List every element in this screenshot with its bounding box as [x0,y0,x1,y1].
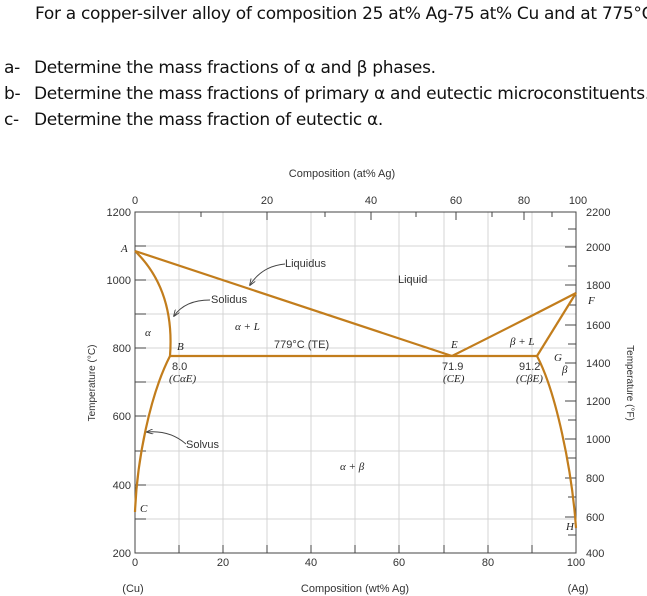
beta-eutectic-composition-value: 91.2 [519,361,540,373]
beta-eutectic-composition-label: (CβE) [516,373,543,385]
part-text: Determine the mass fraction of eutectic … [34,110,384,130]
part-label: b- [4,84,21,104]
tick-label: 400 [113,480,131,492]
tick-label: 1000 [586,434,610,446]
beta-l-region-label: β + L [509,336,535,348]
solidus-label: Solidus [211,294,248,306]
phase-curves [133,249,578,529]
tick-label: 800 [113,343,131,355]
tick-label: 1000 [107,275,131,287]
solidus-right-curve [536,292,577,357]
point-h-label: H [565,521,575,533]
tick-label: 2200 [586,207,610,219]
question-part-c: c- Determine the mass fraction of eutecti… [4,110,383,130]
eutectic-composition-value: 71.9 [442,361,463,373]
point-b-label: B [177,341,184,353]
part-label: a- [4,58,20,78]
alpha-eutectic-composition-label: (CαE) [169,373,196,385]
grid [135,212,576,553]
point-a-label: A [120,243,128,255]
part-text: Determine the mass fractions of primary … [34,84,647,104]
right-axis-title: Temperature (°F) [624,345,635,421]
point-g-label: G [554,352,562,364]
point-c-label: C [140,503,148,515]
tick-label: 2000 [586,242,610,254]
tick-label: 80 [482,557,494,569]
alpha-region-label: α [145,327,151,339]
left-end-label: (Cu) [122,583,143,595]
bottom-axis-title: Composition (wt% Ag) [301,583,409,595]
tick-label: 400 [586,548,604,560]
left-axis-title: Temperature (°C) [87,345,98,422]
right-end-label: (Ag) [568,583,589,595]
tick-label: 40 [305,557,317,569]
tick-label: 100 [569,195,587,207]
solidus-left-curve [134,250,172,357]
tick-label: 0 [132,195,138,207]
tick-label: 40 [365,195,377,207]
liquidus-left-curve [134,249,453,358]
tick-label: 20 [217,557,229,569]
tick-label: 0 [132,557,138,569]
tick-label: 1800 [586,280,610,292]
beta-region-label: β [561,364,568,376]
tick-label: 20 [261,195,273,207]
liquid-region-label: Liquid [398,274,427,286]
top-axis-title: Composition (at% Ag) [289,168,395,180]
tick-label: 600 [113,411,131,423]
eutectic-temperature-label: 779°C (TE) [274,339,329,351]
tick-label: 1600 [586,320,610,332]
alpha-eutectic-composition-value: 8.0 [172,361,187,373]
tick-label: 1200 [107,207,131,219]
liquidus-label: Liquidus [285,258,326,270]
solvus-left-curve [133,355,171,513]
tick-label: 600 [586,512,604,524]
part-label: c- [4,110,19,130]
question-intro: For a copper-silver alloy of composition… [35,4,647,24]
tick-label: 800 [586,473,604,485]
tick-label: 60 [450,195,462,207]
tick-label: 200 [113,548,131,560]
alpha-l-region-label: α + L [235,321,260,333]
left-tick-labels: 1200 1000 800 600 400 200 [107,207,131,560]
liquidus-right-curve [451,292,577,357]
point-f-label: F [587,295,595,307]
bottom-tick-labels: 0 20 40 60 80 100 [132,557,585,569]
solvus-right-curve [536,355,578,529]
tick-label: 80 [518,195,530,207]
solvus-label: Solvus [186,439,220,451]
tick-label: 1400 [586,358,610,370]
curve-arrows [147,263,286,445]
eutectic-composition-label: (CE) [443,373,465,385]
axis-ticks [135,212,576,553]
question-part-a: a- Determine the mass fractions of α and … [4,58,436,78]
question-part-b: b- Determine the mass fractions of primar… [4,84,647,104]
alpha-beta-region-label: α + β [340,461,365,473]
top-tick-labels: 0 20 40 60 80 100 [132,195,587,207]
tick-label: 60 [393,557,405,569]
tick-label: 100 [567,557,585,569]
part-text: Determine the mass fractions of α and β … [34,58,436,78]
right-tick-labels: 2200 2000 1800 1600 1400 1200 1000 800 6… [586,207,610,560]
tick-label: 1200 [586,396,610,408]
point-e-label: E [450,339,458,351]
